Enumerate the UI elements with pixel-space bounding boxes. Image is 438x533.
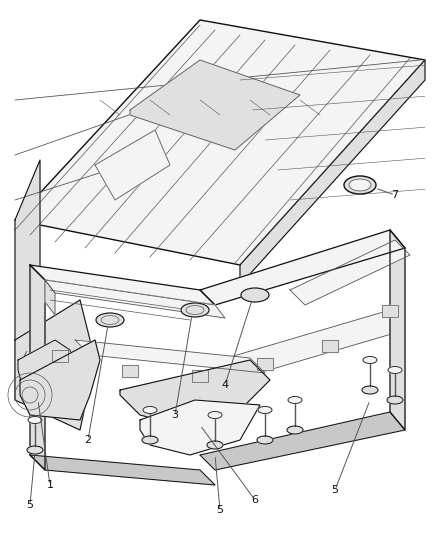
Ellipse shape <box>181 303 209 317</box>
Ellipse shape <box>207 441 223 449</box>
Ellipse shape <box>344 176 376 194</box>
Bar <box>192 370 208 382</box>
Bar <box>257 358 273 370</box>
Ellipse shape <box>362 386 378 394</box>
Polygon shape <box>75 340 265 373</box>
Ellipse shape <box>241 288 269 302</box>
Text: 6: 6 <box>251 495 258 505</box>
Ellipse shape <box>288 397 302 403</box>
Bar <box>257 358 273 370</box>
Polygon shape <box>20 340 100 420</box>
Ellipse shape <box>142 436 158 444</box>
Bar <box>52 350 68 362</box>
Ellipse shape <box>258 407 272 414</box>
Ellipse shape <box>287 426 303 434</box>
Polygon shape <box>200 412 405 470</box>
Ellipse shape <box>387 396 403 404</box>
Polygon shape <box>95 130 170 200</box>
Bar <box>122 365 138 377</box>
Polygon shape <box>15 160 40 400</box>
Text: 4: 4 <box>222 380 229 390</box>
Bar <box>192 370 208 382</box>
Polygon shape <box>200 230 405 305</box>
Ellipse shape <box>388 367 402 374</box>
Polygon shape <box>15 20 425 265</box>
Text: 7: 7 <box>392 190 399 200</box>
Text: 3: 3 <box>172 410 179 420</box>
Bar <box>382 305 398 317</box>
Polygon shape <box>30 265 215 305</box>
Bar <box>382 305 398 317</box>
Ellipse shape <box>96 313 124 327</box>
Ellipse shape <box>363 357 377 364</box>
Polygon shape <box>30 265 45 470</box>
Polygon shape <box>15 300 95 430</box>
Polygon shape <box>18 340 75 415</box>
Bar <box>122 365 138 377</box>
Polygon shape <box>240 60 425 285</box>
Polygon shape <box>120 360 270 430</box>
Ellipse shape <box>349 179 371 191</box>
Text: 5: 5 <box>27 500 33 510</box>
Text: 2: 2 <box>85 435 92 445</box>
Polygon shape <box>140 400 260 455</box>
Polygon shape <box>390 230 405 430</box>
Polygon shape <box>30 455 215 485</box>
Bar <box>322 340 338 352</box>
Text: 5: 5 <box>332 485 339 495</box>
Ellipse shape <box>208 411 222 418</box>
Polygon shape <box>45 280 55 315</box>
Polygon shape <box>130 60 300 150</box>
Ellipse shape <box>143 407 157 414</box>
Polygon shape <box>290 240 410 305</box>
Polygon shape <box>220 310 405 380</box>
Ellipse shape <box>27 446 43 454</box>
Ellipse shape <box>28 416 42 424</box>
Bar <box>322 340 338 352</box>
Polygon shape <box>45 280 225 318</box>
Text: 1: 1 <box>46 480 53 490</box>
Ellipse shape <box>257 436 273 444</box>
Text: 5: 5 <box>216 505 223 515</box>
Bar <box>52 350 68 362</box>
